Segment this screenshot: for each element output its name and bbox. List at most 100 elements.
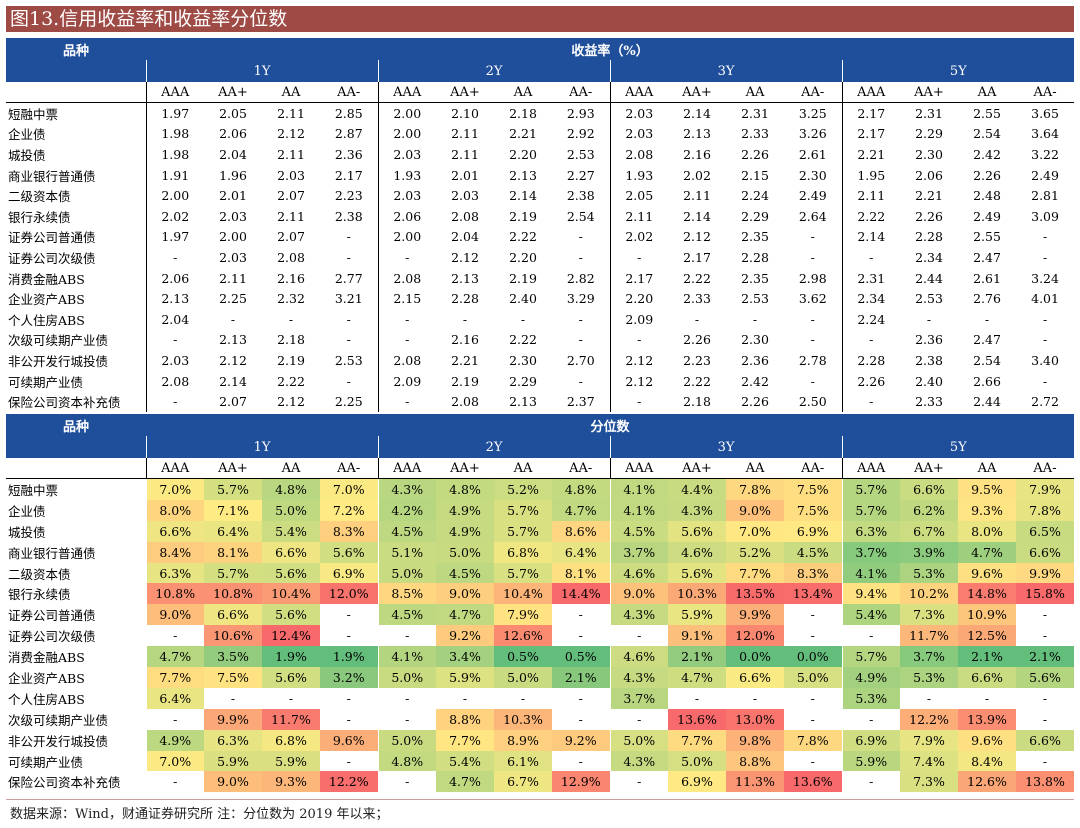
- yield-cell: 2.28: [915, 229, 943, 245]
- percentile-cell: 9.9%: [1016, 562, 1075, 584]
- percentile-cell: 8.3%: [784, 562, 842, 584]
- yield-cell: 2.04: [451, 229, 479, 245]
- yield-cell: 2.08: [277, 249, 305, 265]
- yield-cell: 2.04: [219, 146, 247, 162]
- percentile-cell: -: [578, 628, 583, 644]
- yield-header-variety: 品种: [6, 38, 146, 60]
- percentile-cell: -: [984, 690, 990, 706]
- yield-cell: 2.53: [566, 146, 595, 162]
- yield-cell: -: [694, 311, 700, 327]
- yield-row-label: 非公开发行城投债: [8, 353, 109, 369]
- percentile-cell: 6.6%: [1016, 729, 1075, 751]
- yield-cell: -: [346, 311, 351, 327]
- yield-cell: 2.20: [609, 288, 668, 309]
- yield-cell: 2.19: [451, 373, 479, 389]
- percentile-row: 次级可续期产业债 -9.9% 11.7% - -8.8% 10.3% - -13.6% 13.0…: [6, 708, 1074, 730]
- percentile-cell: 4.7%: [145, 646, 204, 668]
- yield-cell: 2.76: [973, 291, 1001, 307]
- percentile-cell: 5.2%: [494, 478, 552, 500]
- yield-cell: 2.31: [841, 267, 900, 289]
- yield-cell: 2.66: [973, 373, 1001, 389]
- yield-cell: 2.22: [683, 373, 711, 389]
- yield-cell: 2.00: [377, 226, 436, 248]
- yield-cell: 2.12: [277, 394, 305, 410]
- percentile-cell: 1.9%: [262, 646, 320, 668]
- yield-cell: 2.44: [973, 394, 1001, 410]
- percentile-cell: 4.2%: [377, 499, 436, 521]
- percentile-row: 企业债 8.0% 7.1% 5.0% 7.2% 4.2% 4.9% 5.7% 4.7% 4.1% 4…: [6, 499, 1075, 521]
- percentile-cell: 7.5%: [204, 667, 262, 688]
- yield-cell: 2.21: [915, 188, 943, 204]
- yield-cell: 1.97: [145, 102, 204, 124]
- yield-cell: 2.14: [683, 208, 711, 224]
- percentile-cell: 10.4%: [494, 583, 552, 605]
- percentile-cell: 7.3%: [900, 604, 958, 626]
- percentile-row-label: 商业银行普通债: [8, 545, 96, 561]
- percentile-grade-header: AAA: [145, 458, 204, 479]
- percentile-cell: -: [145, 771, 204, 793]
- yield-cell: -: [145, 329, 204, 351]
- yield-cell: -: [1042, 373, 1048, 389]
- percentile-cell: 3.4%: [436, 646, 494, 668]
- yield-cell: -: [145, 391, 204, 412]
- percentile-row-label: 城投债: [8, 524, 46, 540]
- percentile-cell: 8.1%: [204, 541, 262, 563]
- percentile-cell: 9.1%: [668, 625, 726, 647]
- yield-cell: 2.07: [277, 188, 305, 204]
- percentile-cell: -: [1042, 690, 1048, 706]
- percentile-cell: 9.3%: [262, 771, 320, 793]
- yield-cell: 2.30: [915, 146, 943, 162]
- percentile-cell: 5.0%: [668, 750, 726, 772]
- percentile-cell: 6.8%: [262, 729, 320, 751]
- yield-cell: -: [841, 391, 900, 412]
- yield-cell: 3.26: [798, 126, 827, 142]
- percentile-cell: 7.8%: [726, 478, 784, 500]
- percentile-row: 保险公司资本补充债 -9.0% 9.3% 12.2% -4.7% 6.7% 12.9% -6.…: [6, 771, 1075, 793]
- yield-cell: 2.00: [377, 123, 436, 145]
- yield-cell: 2.31: [741, 105, 769, 121]
- yield-cell: 2.19: [277, 352, 305, 368]
- percentile-cell: 3.9%: [900, 541, 958, 563]
- percentile-cell: 4.1%: [609, 499, 668, 521]
- percentile-cell: 7.1%: [204, 499, 262, 521]
- yield-row-label: 企业债: [8, 127, 46, 143]
- percentile-cell: 5.6%: [262, 604, 320, 626]
- percentile-cell: 3.7%: [900, 646, 958, 668]
- percentile-cell: 10.3%: [494, 708, 552, 730]
- yield-cell: 2.11: [219, 270, 247, 286]
- percentile-cell: 5.3%: [841, 687, 900, 709]
- yield-row: 商业银行普通债 1.91 1.96 2.03 2.17 1.93 2.01 2.13 2.27 1…: [6, 164, 1074, 186]
- percentile-cell: 5.0%: [609, 729, 668, 751]
- percentile-cell: 9.0%: [726, 499, 784, 521]
- yield-grade-header: AA: [262, 82, 320, 103]
- percentile-grade-header: AA+: [900, 458, 958, 479]
- percentile-tenor-2y: 2Y: [377, 436, 610, 458]
- percentile-row: 可续期产业债 7.0% 5.9% 5.9% -4.8% 5.4% 6.1% -4.3% 5.0%…: [6, 750, 1074, 772]
- yield-tenor-3y: 3Y: [609, 60, 842, 82]
- percentile-cell: 12.0%: [726, 625, 784, 647]
- percentile-cell: 5.7%: [204, 478, 262, 500]
- percentile-cell: 9.6%: [320, 729, 378, 751]
- yield-cell: 1.98: [145, 123, 204, 145]
- yield-cell: 2.53: [915, 291, 943, 307]
- yield-cell: 2.02: [145, 205, 204, 227]
- percentile-cell: 4.1%: [841, 562, 900, 584]
- yield-cell: -: [578, 373, 583, 389]
- percentile-cell: 5.9%: [668, 604, 726, 626]
- yield-cell: 2.22: [509, 229, 537, 245]
- percentile-cell: -: [1042, 753, 1048, 769]
- percentile-cell: 6.7%: [900, 520, 958, 542]
- yield-cell: 2.22: [509, 332, 537, 348]
- yield-cell: 2.33: [683, 291, 711, 307]
- yield-cell: 2.93: [566, 105, 595, 121]
- yield-cell: 2.22: [841, 205, 900, 227]
- yield-cell: 2.05: [219, 105, 247, 121]
- percentile-cell: 4.1%: [609, 478, 668, 500]
- yield-row-label: 二级资本债: [8, 189, 71, 205]
- yield-cell: 2.17: [609, 267, 668, 289]
- percentile-row: 短融中票 7.0% 5.7% 4.8% 7.0% 4.3% 4.8% 5.2% 4.8% 4.1%…: [6, 478, 1075, 500]
- percentile-cell: 5.4%: [262, 520, 320, 542]
- percentile-cell: 5.1%: [377, 541, 436, 563]
- percentile-cell: -: [377, 625, 436, 647]
- yield-cell: 2.03: [219, 249, 247, 265]
